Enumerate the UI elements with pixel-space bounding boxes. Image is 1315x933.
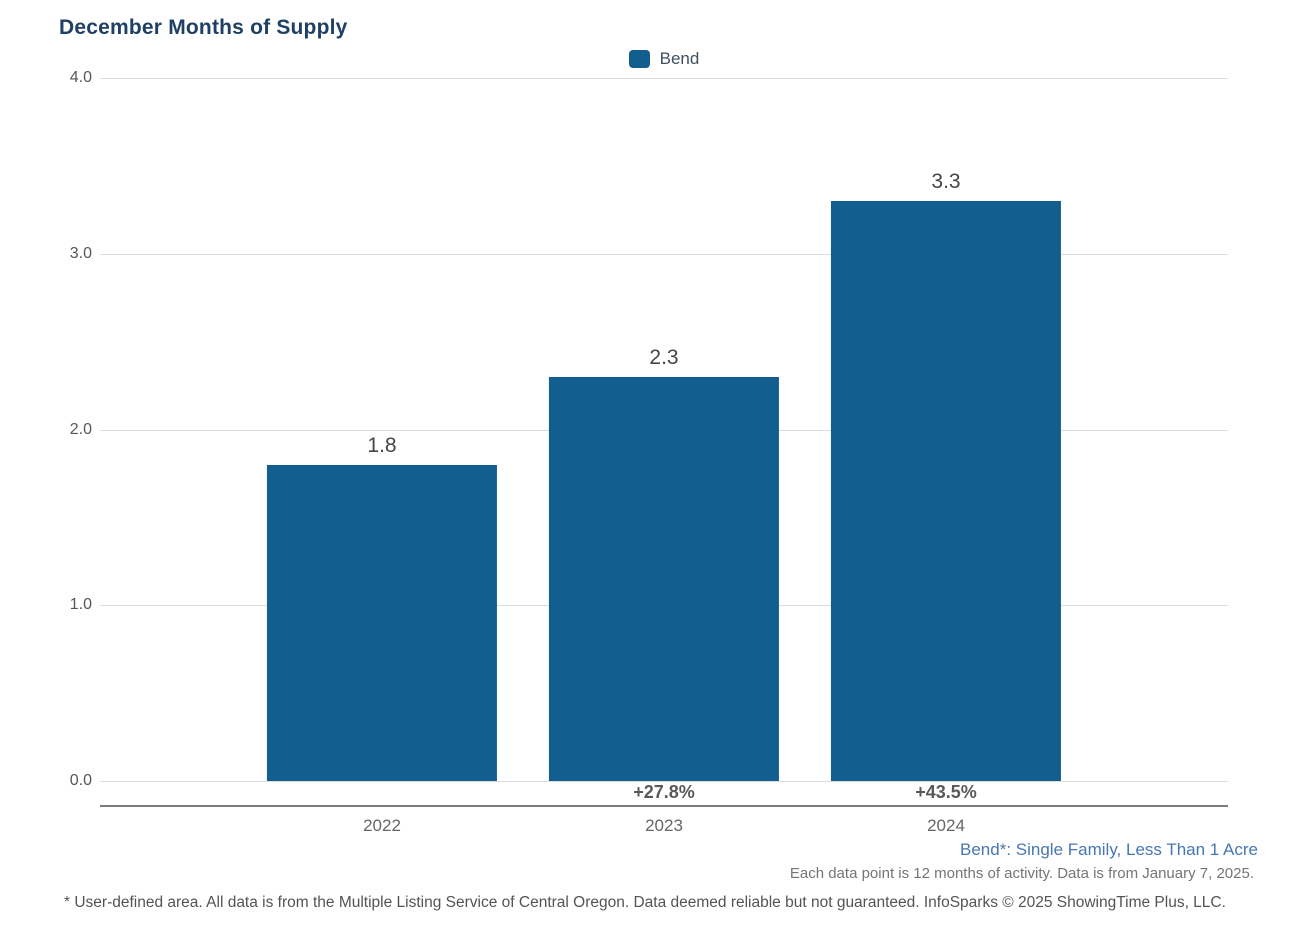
bar-value-label: 2.3: [649, 345, 679, 369]
x-axis-labels: 2022 2023 2024: [100, 816, 1228, 838]
y-tick-label: 1.0: [69, 596, 92, 614]
x-axis-line: [100, 805, 1228, 807]
bar-2024[interactable]: 3.3: [830, 170, 1062, 781]
pct-change-label: +27.8%: [633, 782, 695, 802]
plot-area: 1.8 2.3 3.3: [100, 78, 1228, 782]
disclaimer-note: * User-defined area. All data is from th…: [64, 894, 1226, 911]
bar-2022[interactable]: 1.8: [266, 434, 498, 781]
x-axis-label: 2024: [927, 816, 965, 835]
y-axis: 4.0 3.0 2.0 1.0 0.0: [0, 69, 92, 789]
gridline: [100, 78, 1228, 79]
gridline: [100, 253, 1228, 255]
chart-title: December Months of Supply: [59, 16, 348, 39]
y-tick-label: 2.0: [69, 420, 92, 438]
y-tick-label: 0.0: [69, 772, 92, 789]
y-tick-label: 4.0: [69, 69, 92, 86]
series-definition-note: Bend*: Single Family, Less Than 1 Acre: [960, 840, 1258, 859]
gridline: [100, 781, 1228, 782]
bar-value-label: 1.8: [367, 433, 397, 457]
x-axis-label: 2023: [645, 816, 683, 835]
pct-change-row: +27.8% +43.5%: [100, 782, 1228, 804]
bar-value-label: 3.3: [931, 170, 961, 194]
data-period-note: Each data point is 12 months of activity…: [789, 865, 1254, 882]
legend-label: Bend: [659, 49, 700, 68]
bar-2023[interactable]: 2.3: [548, 346, 780, 781]
x-axis-label: 2022: [363, 816, 401, 835]
legend-swatch-icon: [628, 50, 650, 68]
pct-change-label: +43.5%: [915, 782, 977, 802]
legend[interactable]: Bend: [100, 48, 1228, 70]
y-tick-label: 3.0: [69, 244, 92, 262]
